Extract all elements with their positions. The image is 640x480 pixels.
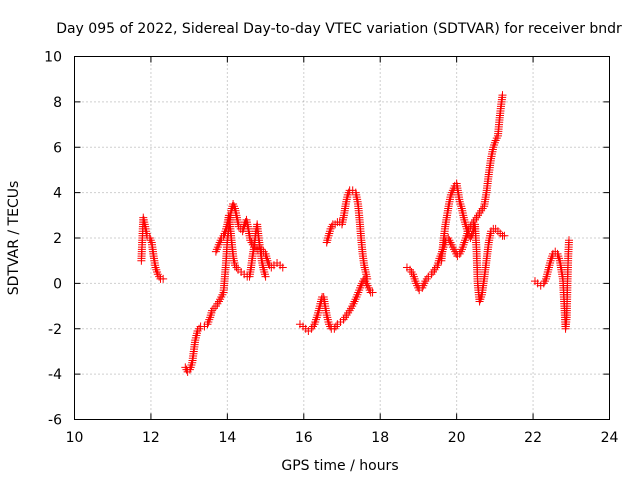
grid-lines: [74, 56, 610, 420]
x-tick-label: 12: [142, 430, 160, 446]
x-tick-label: 14: [218, 430, 236, 446]
x-tick-label: 24: [601, 430, 619, 446]
y-tick-label: 0: [53, 276, 62, 292]
y-tick-label: 2: [53, 231, 62, 247]
plot-frame: [74, 56, 610, 420]
data-point: [564, 236, 573, 245]
chart-title: Day 095 of 2022, Sidereal Day-to-day VTE…: [56, 21, 622, 37]
x-tick-label: 18: [371, 430, 389, 446]
data-point: [500, 231, 509, 240]
y-tick-label: 4: [53, 186, 62, 202]
data-point: [498, 91, 507, 100]
y-axis-label: SDTVAR / TECUs: [6, 181, 22, 296]
y-tick-label: 8: [53, 95, 62, 111]
y-tick-label: -4: [48, 367, 62, 383]
y-tick-label: 10: [44, 50, 62, 66]
data-point: [363, 274, 372, 283]
data-points: [137, 91, 573, 376]
x-tick-label: 22: [524, 430, 542, 446]
x-tick-label: 20: [448, 430, 466, 446]
x-axis-label: GPS time / hours: [281, 458, 398, 474]
x-tick-label: 16: [295, 430, 313, 446]
x-tick-label: 10: [66, 430, 84, 446]
data-point: [261, 272, 270, 281]
data-point: [159, 274, 168, 283]
data-point: [368, 288, 377, 297]
data-point: [278, 263, 287, 272]
y-tick-label: -6: [48, 413, 62, 429]
y-tick-label: 6: [53, 140, 62, 156]
y-tick-label: -2: [48, 322, 62, 338]
